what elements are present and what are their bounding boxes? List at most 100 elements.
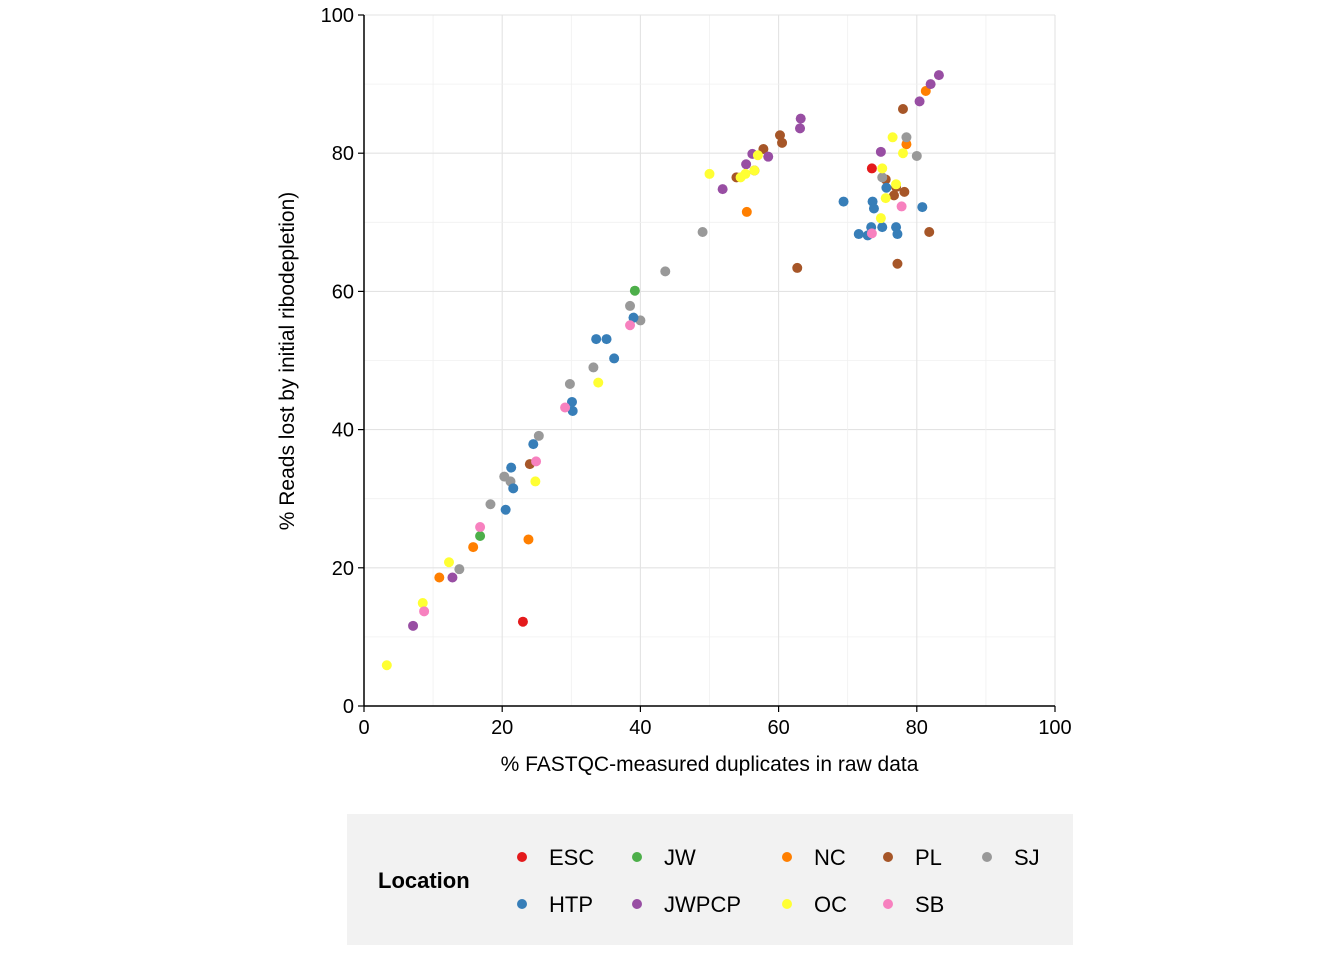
y-axis-title: % Reads lost by initial ribodepletion) [276,192,299,531]
data-point-nc [434,572,445,583]
x-tick-label: 80 [906,717,928,739]
data-point-oc [887,132,898,143]
data-point-sj [625,300,636,311]
legend-label-oc: OC [814,892,847,917]
data-point-htp [917,202,928,213]
legend-label-htp: HTP [549,892,593,917]
data-point-nc [901,139,912,150]
data-point-oc [875,213,886,224]
data-point-pl [792,262,803,273]
data-point-oc [740,168,751,179]
legend-label-nc: NC [814,845,846,870]
legend-background [347,814,1073,945]
legend-marker-jw [632,852,642,862]
data-point-htp [892,229,903,240]
data-point-sb [475,522,486,533]
y-tick-label: 100 [321,5,354,27]
data-point-pl [899,186,910,197]
data-point-pl [774,130,785,141]
legend-label-sb: SB [915,892,944,917]
data-point-htp [628,312,639,323]
data-point-oc [897,148,908,159]
ticks: 0 20 40 60 80 100 0 20 40 60 80 100 [321,5,1072,739]
data-point-sj [533,430,544,441]
data-point-jw [629,285,640,296]
data-point-jwpcp [408,620,419,631]
data-point-esc [866,163,877,174]
data-point-oc [877,163,888,174]
data-point-htp [868,203,879,214]
data-point-sb [560,402,571,413]
data-point-htp [838,196,849,207]
data-point-jwpcp [933,70,944,81]
data-point-sj [697,226,708,237]
data-point-nc [523,534,534,545]
y-tick-label: 20 [332,558,354,580]
legend-marker-esc [517,852,527,862]
legend-label-esc: ESC [549,845,594,870]
data-point-pl [892,258,903,269]
data-point-sj [564,378,575,389]
data-point-jwpcp [763,151,774,162]
legend-label-sj: SJ [1014,845,1040,870]
data-point-sj [485,499,496,510]
data-point-sj [877,172,888,183]
data-point-sb [866,228,877,239]
data-point-oc [752,150,763,161]
data-point-oc [530,476,541,487]
data-point-htp [877,222,888,233]
data-point-oc [704,168,715,179]
data-point-oc [593,377,604,388]
x-tick-label: 20 [491,717,513,739]
data-point-pl [888,190,899,201]
legend-label-pl: PL [915,845,942,870]
data-point-sj [911,150,922,161]
legend-marker-sb [883,899,893,909]
data-point-sj [588,362,599,373]
axes [363,15,1055,707]
data-point-jwpcp [925,79,936,90]
data-point-jwpcp [447,572,458,583]
data-point-jwpcp [795,113,806,124]
data-point-nc [468,542,479,553]
x-tick-label: 40 [629,717,651,739]
data-point-htp [601,334,612,345]
data-point-htp [528,439,539,450]
data-point-oc [443,557,454,568]
x-tick-label: 0 [358,717,369,739]
legend-marker-pl [883,852,893,862]
data-point-jwpcp [795,123,806,134]
y-tick-label: 80 [332,143,354,165]
data-point-jw [475,531,486,542]
data-point-oc [381,660,392,671]
legend: Location ESC JW NC PL SJ HTP JWPCP OC SB [347,814,1073,945]
data-point-oc [891,179,902,190]
legend-marker-oc [782,899,792,909]
data-point-nc [741,206,752,217]
data-point-htp [508,483,519,494]
y-tick-label: 60 [332,281,354,303]
data-point-htp [567,405,578,416]
data-point-pl [924,226,935,237]
legend-marker-jwpcp [632,899,642,909]
data-point-pl [897,103,908,114]
legend-label-jw: JW [664,845,696,870]
x-tick-label: 100 [1038,717,1071,739]
data-point-sj [660,266,671,277]
data-point-htp [506,462,517,473]
data-point-sb [625,320,636,331]
data-point-jwpcp [717,184,728,195]
data-point-htp [566,396,577,407]
data-point-oc [417,598,428,609]
legend-marker-nc [782,852,792,862]
data-point-sb [531,456,542,467]
legend-marker-htp [517,899,527,909]
data-point-oc [880,193,891,204]
y-tick-label: 0 [343,696,354,718]
x-axis-title: % FASTQC-measured duplicates in raw data [501,753,919,776]
data-point-sb [419,606,430,617]
data-point-oc [749,165,760,176]
legend-label-jwpcp: JWPCP [664,892,741,917]
data-point-htp [881,182,892,193]
